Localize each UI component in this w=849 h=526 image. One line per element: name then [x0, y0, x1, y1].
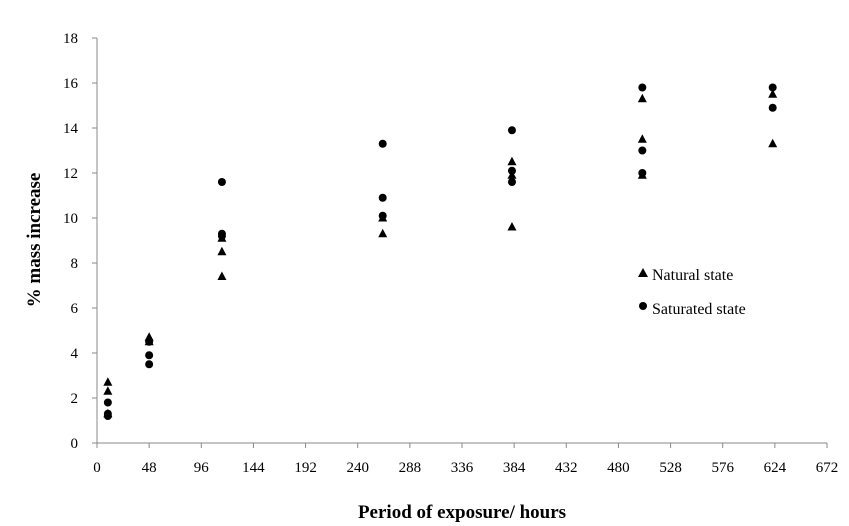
- point-natural-state: [217, 246, 227, 256]
- x-tick-label: 576: [711, 460, 734, 476]
- legend-marker-saturated-state: [639, 302, 647, 310]
- point-natural-state: [378, 228, 388, 238]
- x-tick-label: 624: [764, 460, 787, 476]
- x-tick-label: 192: [294, 460, 317, 476]
- point-saturated-state: [378, 193, 387, 202]
- point-natural-state: [768, 89, 778, 98]
- point-natural-state: [103, 377, 113, 386]
- point-saturated-state: [507, 166, 516, 175]
- legend: Natural state Saturated state: [638, 267, 746, 318]
- point-natural-state: [217, 271, 227, 280]
- y-axis-ticks: 0 2 4 6 8 10 12 14 16 18: [63, 31, 97, 452]
- y-axis-title: % mass increase: [24, 173, 45, 308]
- point-saturated-state: [378, 211, 387, 220]
- x-tick-label: 528: [659, 460, 682, 476]
- point-saturated-state: [145, 337, 154, 346]
- point-saturated-state: [507, 126, 516, 135]
- legend-label-natural-state: Natural state: [652, 267, 733, 284]
- y-tick-label: 2: [71, 391, 79, 407]
- data-points: [103, 83, 778, 420]
- x-tick-label: 0: [93, 460, 101, 476]
- point-saturated-state: [378, 139, 387, 148]
- x-tick-label: 672: [816, 460, 839, 476]
- x-tick-label: 240: [346, 460, 369, 476]
- y-tick-label: 14: [63, 121, 79, 137]
- point-natural-state: [103, 386, 113, 395]
- x-tick-label: 336: [451, 460, 474, 476]
- point-saturated-state: [103, 398, 112, 407]
- plot-axes: [96, 38, 827, 444]
- legend-label-saturated-state: Saturated state: [652, 301, 746, 318]
- x-tick-label: 432: [555, 460, 578, 476]
- point-saturated-state: [768, 83, 777, 92]
- x-axis-ticks: 0 48 96 144 192 240 288 336 384 432 480 528 576 624 67…: [93, 443, 838, 476]
- point-saturated-state: [217, 232, 226, 240]
- point-saturated-state: [638, 169, 647, 177]
- x-tick-label: 480: [607, 460, 630, 476]
- legend-marker-natural-state: [638, 268, 648, 277]
- y-tick-label: 12: [63, 166, 78, 182]
- point-saturated-state: [638, 83, 647, 92]
- y-tick-label: 8: [71, 256, 79, 272]
- point-natural-state: [637, 93, 647, 103]
- point-saturated-state: [217, 178, 226, 186]
- y-tick-label: 0: [71, 436, 79, 452]
- point-saturated-state: [145, 351, 154, 360]
- point-saturated-state: [768, 103, 777, 112]
- point-saturated-state: [145, 360, 154, 369]
- x-tick-label: 144: [242, 460, 265, 476]
- point-natural-state: [507, 156, 517, 166]
- point-saturated-state: [103, 412, 112, 420]
- x-tick-label: 96: [194, 460, 210, 476]
- x-tick-label: 288: [399, 460, 422, 476]
- y-tick-label: 18: [63, 31, 78, 47]
- y-tick-label: 16: [63, 76, 79, 92]
- y-tick-label: 6: [71, 301, 79, 317]
- y-tick-label: 10: [63, 211, 78, 227]
- point-natural-state: [507, 222, 517, 231]
- point-natural-state: [637, 134, 647, 143]
- x-tick-label: 384: [503, 460, 526, 476]
- point-natural-state: [768, 138, 778, 148]
- x-axis-title: Period of exposure/ hours: [358, 502, 566, 523]
- point-saturated-state: [507, 178, 516, 186]
- y-tick-label: 4: [71, 346, 79, 362]
- point-saturated-state: [638, 146, 647, 155]
- x-tick-label: 48: [142, 460, 157, 476]
